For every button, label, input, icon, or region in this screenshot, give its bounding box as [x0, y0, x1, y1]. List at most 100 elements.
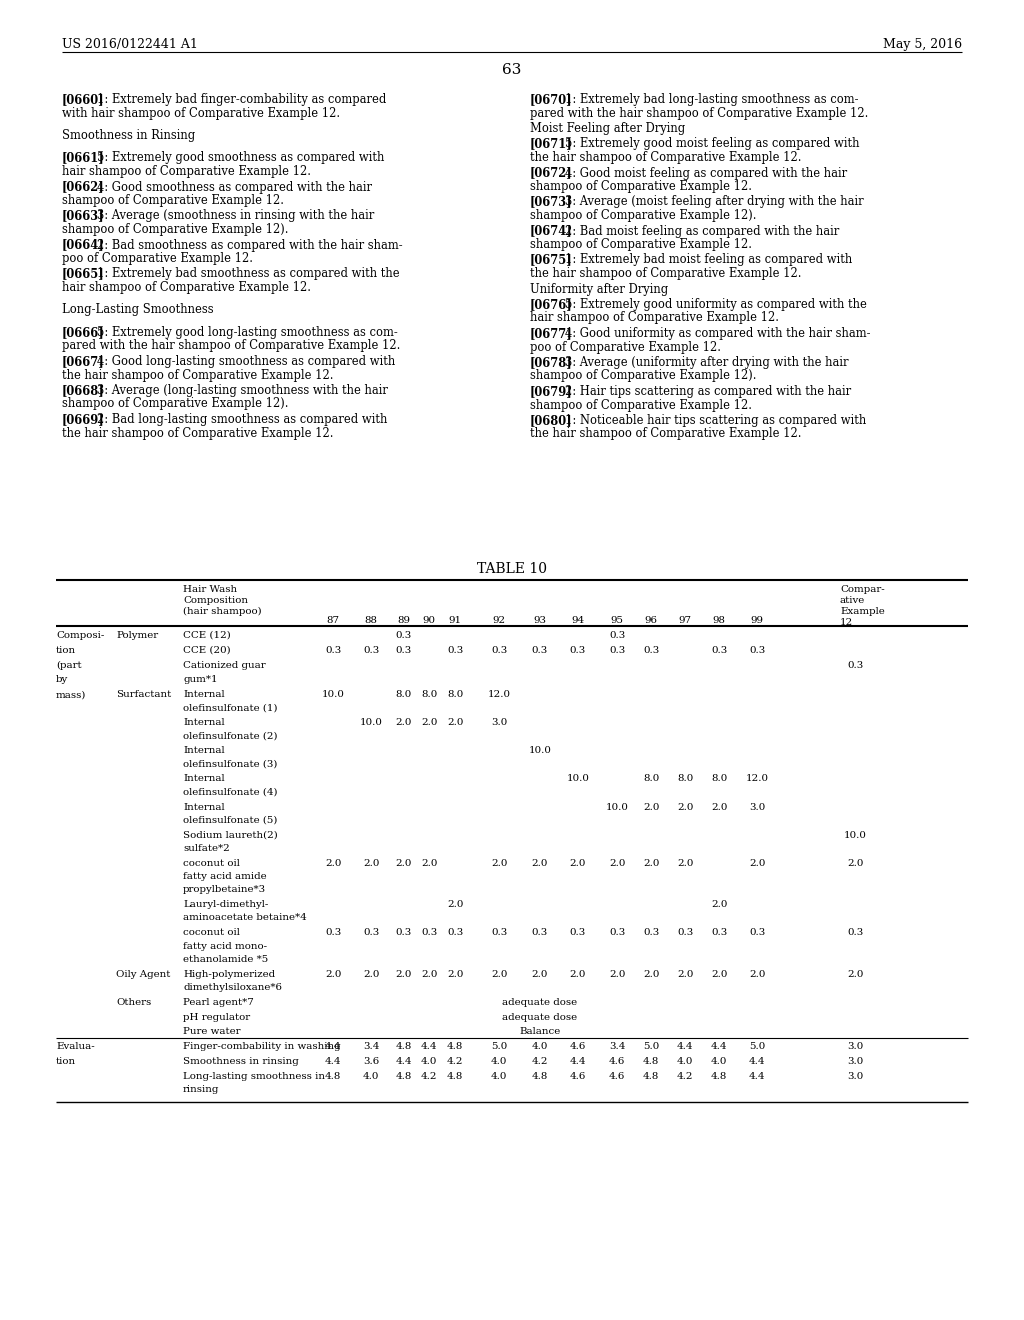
Text: 3.0: 3.0: [847, 1072, 863, 1081]
Text: 98: 98: [713, 616, 725, 624]
Text: the hair shampoo of Comparative Example 12.: the hair shampoo of Comparative Example …: [530, 428, 802, 441]
Text: [0662]: [0662]: [62, 181, 104, 194]
Text: [0665]: [0665]: [62, 268, 104, 281]
Text: 2: Hair tips scattering as compared with the hair: 2: Hair tips scattering as compared with…: [565, 385, 851, 399]
Text: [0673]: [0673]: [530, 195, 572, 209]
Text: sulfate*2: sulfate*2: [183, 843, 229, 853]
Text: 1: Extremely bad smoothness as compared with the: 1: Extremely bad smoothness as compared …: [97, 268, 399, 281]
Text: (hair shampoo): (hair shampoo): [183, 607, 261, 616]
Text: 88: 88: [365, 616, 378, 624]
Text: hair shampoo of Comparative Example 12.: hair shampoo of Comparative Example 12.: [530, 312, 779, 325]
Text: 89: 89: [397, 616, 411, 624]
Text: 4.6: 4.6: [609, 1072, 626, 1081]
Text: 10.0: 10.0: [528, 746, 552, 755]
Text: propylbetaine*3: propylbetaine*3: [183, 886, 266, 895]
Text: 0.3: 0.3: [396, 928, 412, 937]
Text: 5: Extremely good long-lasting smoothness as com-: 5: Extremely good long-lasting smoothnes…: [97, 326, 397, 339]
Text: 0.3: 0.3: [362, 645, 379, 655]
Text: 0.3: 0.3: [609, 631, 625, 640]
Text: 3: Average (uniformity after drying with the hair: 3: Average (uniformity after drying with…: [565, 356, 849, 370]
Text: hair shampoo of Comparative Example 12.: hair shampoo of Comparative Example 12.: [62, 165, 311, 178]
Text: [0676]: [0676]: [530, 298, 572, 312]
Text: ethanolamide *5: ethanolamide *5: [183, 954, 268, 964]
Text: (part: (part: [56, 660, 82, 669]
Text: 0.3: 0.3: [396, 645, 412, 655]
Text: the hair shampoo of Comparative Example 12.: the hair shampoo of Comparative Example …: [62, 426, 334, 440]
Text: Composi-: Composi-: [56, 631, 104, 640]
Text: 5.0: 5.0: [490, 1043, 507, 1051]
Text: 0.3: 0.3: [609, 928, 625, 937]
Text: 2.0: 2.0: [490, 859, 507, 867]
Text: 3.0: 3.0: [490, 718, 507, 727]
Text: Evalua-: Evalua-: [56, 1043, 95, 1051]
Text: shampoo of Comparative Example 12).: shampoo of Comparative Example 12).: [530, 209, 757, 222]
Text: olefinsulfonate (5): olefinsulfonate (5): [183, 816, 278, 825]
Text: 4.8: 4.8: [531, 1072, 548, 1081]
Text: 2: Bad moist feeling as compared with the hair: 2: Bad moist feeling as compared with th…: [565, 224, 839, 238]
Text: 4.6: 4.6: [569, 1043, 586, 1051]
Text: 0.3: 0.3: [325, 928, 341, 937]
Text: 8.0: 8.0: [446, 690, 463, 700]
Text: [0667]: [0667]: [62, 355, 104, 368]
Text: 4.8: 4.8: [396, 1043, 413, 1051]
Text: Internal: Internal: [183, 803, 224, 812]
Text: Example: Example: [840, 607, 885, 616]
Text: 4.8: 4.8: [325, 1072, 341, 1081]
Text: 4.8: 4.8: [643, 1072, 659, 1081]
Text: adequate dose: adequate dose: [503, 998, 578, 1007]
Text: 2.0: 2.0: [711, 970, 727, 978]
Text: 3.4: 3.4: [609, 1043, 626, 1051]
Text: Pearl agent*7: Pearl agent*7: [183, 998, 254, 1007]
Text: 1: Extremely bad moist feeling as compared with: 1: Extremely bad moist feeling as compar…: [565, 253, 852, 267]
Text: 0.3: 0.3: [490, 645, 507, 655]
Text: 4.2: 4.2: [446, 1057, 463, 1067]
Text: aminoacetate betaine*4: aminoacetate betaine*4: [183, 913, 307, 923]
Text: [0672]: [0672]: [530, 166, 572, 180]
Text: 10.0: 10.0: [844, 830, 866, 840]
Text: olefinsulfonate (4): olefinsulfonate (4): [183, 788, 278, 797]
Text: [0671]: [0671]: [530, 137, 572, 150]
Text: Long-Lasting Smoothness: Long-Lasting Smoothness: [62, 304, 214, 317]
Text: 2.0: 2.0: [396, 718, 413, 727]
Text: Finger-combability in washing: Finger-combability in washing: [183, 1043, 341, 1051]
Text: 10.0: 10.0: [605, 803, 629, 812]
Text: 4.8: 4.8: [396, 1072, 413, 1081]
Text: 0.3: 0.3: [643, 645, 659, 655]
Text: gum*1: gum*1: [183, 676, 218, 684]
Text: shampoo of Comparative Example 12.: shampoo of Comparative Example 12.: [62, 194, 284, 207]
Text: Uniformity after Drying: Uniformity after Drying: [530, 282, 669, 296]
Text: 12.0: 12.0: [487, 690, 511, 700]
Text: [0675]: [0675]: [530, 253, 572, 267]
Text: [0664]: [0664]: [62, 239, 104, 252]
Text: 92: 92: [493, 616, 506, 624]
Text: Lauryl-dimethyl-: Lauryl-dimethyl-: [183, 900, 268, 909]
Text: hair shampoo of Comparative Example 12.: hair shampoo of Comparative Example 12.: [62, 281, 311, 294]
Text: 4.8: 4.8: [446, 1043, 463, 1051]
Text: olefinsulfonate (1): olefinsulfonate (1): [183, 704, 278, 713]
Text: 5: Extremely good smoothness as compared with: 5: Extremely good smoothness as compared…: [97, 152, 384, 165]
Text: 2.0: 2.0: [396, 859, 413, 867]
Text: 8.0: 8.0: [396, 690, 412, 700]
Text: tion: tion: [56, 645, 76, 655]
Text: 0.3: 0.3: [570, 645, 586, 655]
Text: poo of Comparative Example 12.: poo of Comparative Example 12.: [62, 252, 253, 265]
Text: 1: Noticeable hair tips scattering as compared with: 1: Noticeable hair tips scattering as co…: [565, 414, 866, 426]
Text: 2: Bad long-lasting smoothness as compared with: 2: Bad long-lasting smoothness as compar…: [97, 413, 387, 426]
Text: Internal: Internal: [183, 718, 224, 727]
Text: Smoothness in Rinsing: Smoothness in Rinsing: [62, 129, 196, 143]
Text: 0.3: 0.3: [749, 928, 765, 937]
Text: 2.0: 2.0: [362, 970, 379, 978]
Text: 8.0: 8.0: [677, 775, 693, 784]
Text: 4.0: 4.0: [711, 1057, 727, 1067]
Text: shampoo of Comparative Example 12).: shampoo of Comparative Example 12).: [530, 370, 757, 383]
Text: 2.0: 2.0: [643, 803, 659, 812]
Text: [0661]: [0661]: [62, 152, 104, 165]
Text: US 2016/0122441 A1: US 2016/0122441 A1: [62, 38, 198, 51]
Text: 0.3: 0.3: [609, 645, 625, 655]
Text: 3: Average (long-lasting smoothness with the hair: 3: Average (long-lasting smoothness with…: [97, 384, 388, 397]
Text: 0.3: 0.3: [847, 660, 863, 669]
Text: 4.4: 4.4: [569, 1057, 587, 1067]
Text: 4.4: 4.4: [421, 1043, 437, 1051]
Text: 12: 12: [840, 618, 853, 627]
Text: shampoo of Comparative Example 12.: shampoo of Comparative Example 12.: [530, 399, 752, 412]
